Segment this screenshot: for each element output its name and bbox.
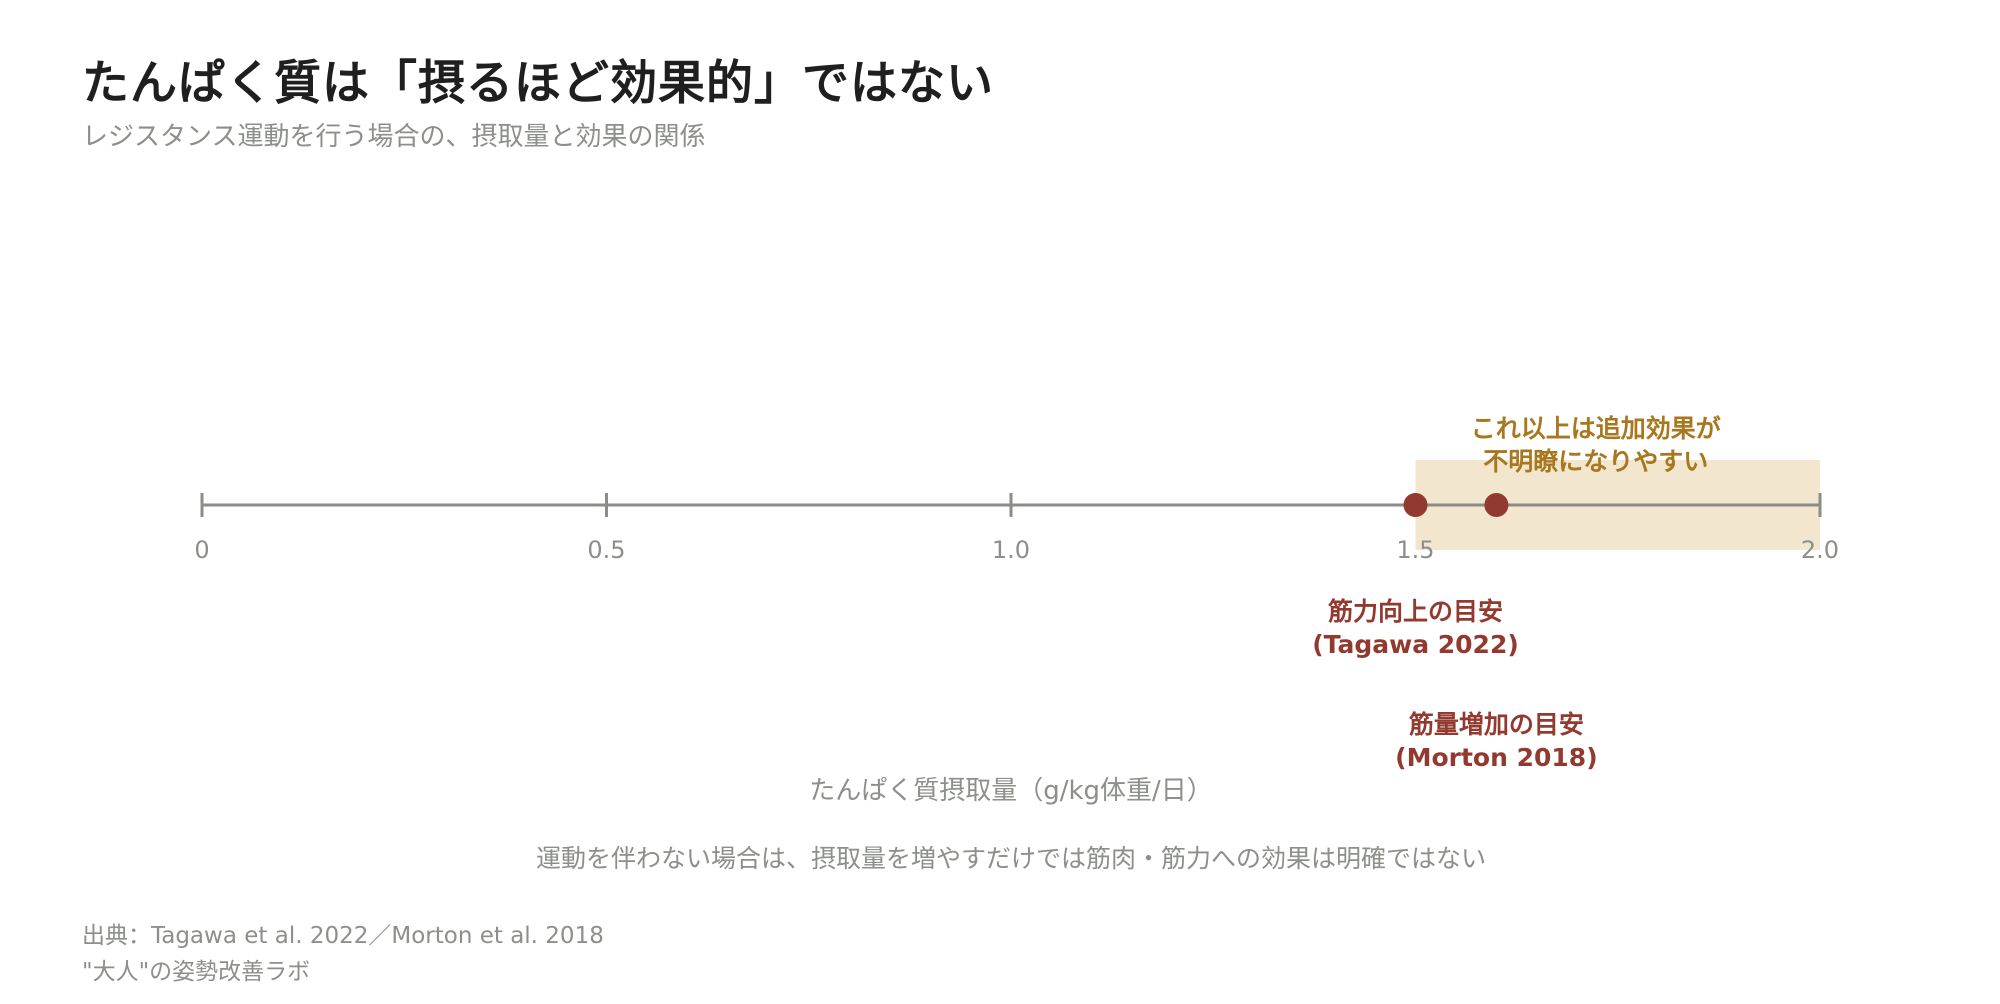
x-axis-title: たんぱく質摂取量（g/kg体重/日） bbox=[809, 776, 1213, 806]
x-tick-label-1: 0.5 bbox=[587, 536, 625, 564]
data-point-0-label-line-1: (Tagawa 2022) bbox=[1312, 630, 1519, 659]
data-point-1-label-line-0: 筋量増加の目安 bbox=[1409, 710, 1584, 739]
chart-subtitle: レジスタンス運動を行う場合の、摂取量と効果の関係 bbox=[82, 122, 706, 152]
x-tick-label-0: 0 bbox=[194, 536, 209, 564]
chart-note: 運動を伴わない場合は、摂取量を増やすだけでは筋肉・筋力への効果は明確ではない bbox=[536, 844, 1486, 873]
x-tick-label-4: 2.0 bbox=[1801, 536, 1839, 564]
source-brand: "大人"の姿勢改善ラボ bbox=[82, 959, 311, 985]
chart-title: たんぱく質は「摂るほど効果的」ではない bbox=[82, 56, 994, 111]
source-credit: 出典：Tagawa et al. 2022／Morton et al. 2018… bbox=[82, 918, 604, 990]
data-point-1 bbox=[1484, 493, 1509, 517]
x-tick-label-2: 1.0 bbox=[992, 536, 1030, 564]
shaded-region-label-line-1: 不明瞭になりやすい bbox=[1483, 447, 1708, 476]
data-point-0 bbox=[1403, 493, 1428, 517]
shaded-region-label-line-0: これ以上は追加効果が bbox=[1471, 414, 1721, 443]
data-point-1-label-line-1: (Morton 2018) bbox=[1395, 743, 1597, 772]
source-citation: 出典：Tagawa et al. 2022／Morton et al. 2018 bbox=[82, 923, 604, 949]
x-tick-label-3: 1.5 bbox=[1396, 536, 1434, 564]
data-point-0-label-line-0: 筋力向上の目安 bbox=[1328, 597, 1503, 626]
